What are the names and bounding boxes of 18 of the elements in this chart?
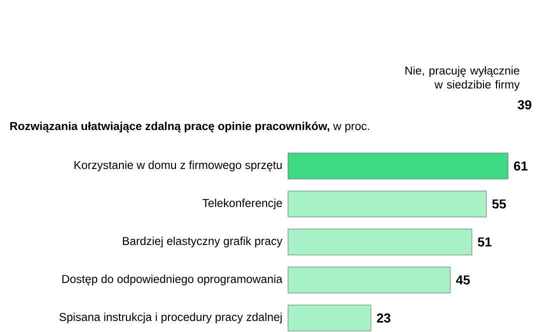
bar [288, 228, 472, 256]
y-tick-label: Dostęp do odpowiedniego oprogramowania [62, 274, 282, 286]
bar [288, 266, 450, 294]
text: 39 [518, 100, 532, 110]
text: Nie, pracuję wyłącznie w siedzibie firmy [405, 66, 520, 91]
data-label: 45 [456, 275, 470, 285]
data-label: 23 [376, 313, 390, 323]
data-label: 55 [492, 199, 506, 209]
y-tick-label: Telekonferencje [202, 198, 282, 210]
data-label: 51 [478, 237, 492, 247]
text: Rozwiązania ułatwiające zdalną pracę opinie pracowników, w proc. [10, 122, 370, 132]
bar [288, 190, 487, 218]
y-tick-label: Korzystanie w domu z firmowego sprzętu [74, 160, 282, 172]
bar [288, 152, 508, 180]
y-tick-label: Bardziej elastyczny grafik pracy [122, 236, 282, 248]
bar [288, 304, 372, 332]
y-tick-label: Spisana instrukcja i procedury pracy zdalnej [59, 312, 282, 324]
data-label: 61 [514, 161, 528, 171]
